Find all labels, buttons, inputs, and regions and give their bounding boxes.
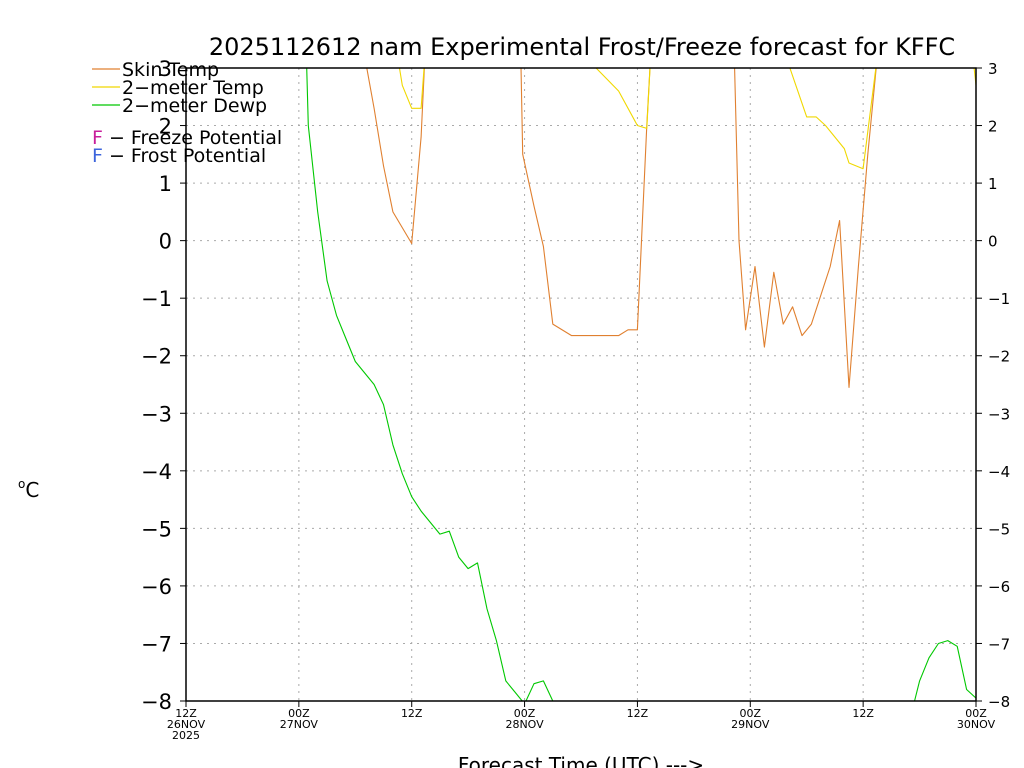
x-tick-label: 27NOV bbox=[280, 718, 319, 731]
y-tick-label-left: −4 bbox=[141, 460, 172, 484]
x-tick-label: 00Z bbox=[288, 707, 310, 720]
y-tick-label-left: −8 bbox=[141, 690, 172, 714]
x-tick-label: 26NOV bbox=[167, 718, 206, 731]
plot-frame bbox=[185, 67, 977, 702]
x-tick-label: 12Z bbox=[627, 707, 649, 720]
y-tick-label-right: −2 bbox=[988, 348, 1010, 366]
y-ticks: −8 −8 −7 −7 −6 −6 −5 −5 −4 −4 −3 −3 −2 −2 −1 −1 0 0 1 1 2 2 3 3 bbox=[141, 57, 1010, 714]
y-tick-label-right: −6 bbox=[988, 578, 1010, 596]
x-axis-label: Forecast Time (UTC) ---> bbox=[458, 753, 704, 768]
y-axis-label-superscript: o bbox=[18, 477, 25, 491]
chart-title: 2025112612 nam Experimental Frost/Freeze… bbox=[209, 33, 955, 61]
y-tick-label-right: −1 bbox=[988, 290, 1010, 308]
legend-label-2m-dewp: 2−meter Dewp bbox=[122, 95, 267, 117]
x-tick-label: 29NOV bbox=[731, 718, 770, 731]
y-tick-label-right: −8 bbox=[988, 693, 1010, 711]
series-2-meter-temp bbox=[398, 68, 976, 170]
y-tick-label-left: −2 bbox=[141, 345, 172, 369]
y-tick-label-right: −4 bbox=[988, 463, 1010, 481]
x-tick-label: 12Z bbox=[175, 707, 197, 720]
y-tick-label-left: −3 bbox=[141, 402, 172, 426]
x-tick-label: 00Z bbox=[514, 707, 536, 720]
x-tick-label: 00Z bbox=[740, 707, 762, 720]
legend: Skin Temp 2−meter Temp 2−meter Dewp F − … bbox=[92, 59, 282, 167]
grid bbox=[186, 68, 976, 701]
y-tick-label-right: 3 bbox=[988, 60, 998, 78]
y-tick-label-right: 1 bbox=[988, 175, 998, 193]
x-tick-label: 12Z bbox=[401, 707, 423, 720]
y-tick-label-left: −6 bbox=[141, 575, 172, 599]
y-tick-label-left: −5 bbox=[141, 517, 172, 541]
legend-label-2m-temp: 2−meter Temp bbox=[122, 77, 264, 99]
annotation-freeze-potential: F − Freeze Potential bbox=[92, 127, 282, 149]
y-tick-label-left: −1 bbox=[141, 287, 172, 311]
y-tick-label-right: −3 bbox=[988, 405, 1010, 423]
x-tick-label: 2025 bbox=[172, 729, 200, 742]
x-tick-label: 30NOV bbox=[957, 718, 996, 731]
y-axis-label-unit: C bbox=[25, 478, 39, 502]
series-line bbox=[306, 68, 976, 701]
y-tick-label-right: −7 bbox=[988, 635, 1010, 653]
y-axis-label: oC bbox=[18, 477, 39, 502]
y-tick-label-left: 0 bbox=[159, 230, 172, 254]
series-layer bbox=[306, 68, 976, 701]
y-tick-label-left: 2 bbox=[159, 115, 172, 139]
freeze-marker: F bbox=[92, 127, 103, 149]
freeze-text: − Freeze Potential bbox=[103, 127, 282, 149]
y-tick-label-right: 2 bbox=[988, 118, 998, 136]
y-tick-label-right: 0 bbox=[988, 233, 998, 251]
frost-text: − Frost Potential bbox=[103, 145, 266, 167]
frost-marker: F bbox=[92, 145, 103, 167]
series-line bbox=[398, 68, 976, 170]
x-tick-label: 12Z bbox=[852, 707, 874, 720]
x-tick-label: 00Z bbox=[965, 707, 987, 720]
y-tick-label-right: −5 bbox=[988, 520, 1010, 538]
series-line bbox=[366, 68, 877, 388]
y-tick-label-left: −7 bbox=[141, 632, 172, 656]
y-tick-label-left: 3 bbox=[159, 57, 172, 81]
annotation-frost-potential: F − Frost Potential bbox=[92, 145, 266, 167]
series-skin-temp bbox=[366, 68, 877, 388]
y-tick-label-left: 1 bbox=[159, 172, 172, 196]
series-2-meter-dewp bbox=[306, 68, 976, 701]
x-tick-label: 28NOV bbox=[505, 718, 544, 731]
legend-label-skin-temp: Skin Temp bbox=[122, 59, 219, 81]
